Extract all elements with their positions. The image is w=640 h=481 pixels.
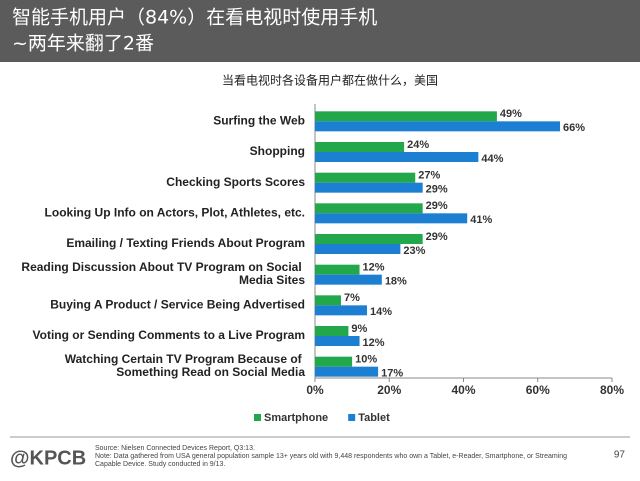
- legend-swatch: [348, 414, 356, 421]
- y-tick-label: Checking Sports Scores: [166, 175, 305, 189]
- bar: [315, 356, 353, 367]
- source-note: Capable Device. Study conducted in 9/13.: [95, 461, 225, 468]
- value-label: 9%: [351, 323, 367, 335]
- page-number: 97: [614, 450, 626, 461]
- bar: [315, 244, 401, 254]
- bar: [315, 295, 341, 306]
- legend-swatch: [254, 414, 261, 421]
- y-tick-label: Looking Up Info on Actors, Plot, Athlete…: [45, 206, 305, 220]
- slide-title: ~两年来翻了2番: [12, 33, 154, 55]
- value-label: 10%: [355, 354, 377, 366]
- x-tick-label: 0%: [306, 383, 324, 397]
- value-label: 27%: [418, 170, 440, 182]
- bar: [315, 152, 479, 162]
- bar: [315, 366, 379, 377]
- value-label: 23%: [403, 245, 425, 257]
- source-note: Note: Data gathered from USA general pop…: [95, 453, 567, 460]
- y-tick-label: Voting or Sending Comments to a Live Pro…: [33, 328, 305, 342]
- value-label: 49%: [500, 108, 522, 120]
- bar: [315, 203, 423, 214]
- y-tick-label: Buying A Product / Service Being Adverti…: [50, 298, 305, 312]
- value-label: 41%: [470, 214, 492, 226]
- bar: [315, 172, 416, 183]
- y-tick-label: Reading Discussion About TV Program on S…: [21, 260, 305, 287]
- value-label: 29%: [426, 184, 448, 196]
- header-band: [0, 0, 640, 62]
- value-label: 18%: [385, 276, 407, 288]
- x-tick-label: 60%: [526, 383, 550, 397]
- value-label: 44%: [481, 153, 503, 165]
- bar: [315, 234, 423, 244]
- bar: [315, 111, 497, 122]
- bar: [315, 336, 360, 346]
- value-label: 66%: [563, 122, 585, 134]
- value-label: 29%: [426, 200, 448, 212]
- bar: [315, 264, 360, 275]
- value-label: 7%: [344, 292, 360, 304]
- chart-title: 当看电视时各设备用户都在做什么，美国: [222, 73, 438, 88]
- slide-title: 智能手机用户（84%）在看电视时使用手机: [12, 7, 377, 29]
- value-label: 12%: [363, 262, 385, 274]
- value-label: 12%: [363, 337, 385, 349]
- y-tick-label: Watching Certain TV Program Because of S…: [65, 352, 306, 379]
- bar: [315, 326, 349, 336]
- bar: [315, 305, 367, 316]
- bar: [315, 213, 468, 224]
- value-label: 29%: [426, 231, 448, 243]
- legend-label: Tablet: [358, 412, 390, 424]
- x-tick-label: 80%: [600, 383, 624, 397]
- bar: [315, 182, 423, 193]
- value-label: 24%: [407, 139, 429, 151]
- y-tick-label: Shopping: [250, 144, 305, 158]
- value-label: 14%: [370, 306, 392, 318]
- y-tick-label: Emailing / Texting Friends About Program: [66, 236, 305, 250]
- legend-label: Smartphone: [264, 412, 328, 424]
- logo: @KPCB: [10, 447, 86, 469]
- x-tick-label: 20%: [377, 383, 401, 397]
- y-tick-label: Surfing the Web: [213, 114, 305, 128]
- source-note: Source: Nielsen Connected Devices Report…: [95, 445, 255, 452]
- bar: [315, 142, 405, 152]
- x-tick-label: 40%: [451, 383, 475, 397]
- value-label: 17%: [381, 368, 403, 380]
- bar: [315, 121, 561, 132]
- bar: [315, 274, 382, 285]
